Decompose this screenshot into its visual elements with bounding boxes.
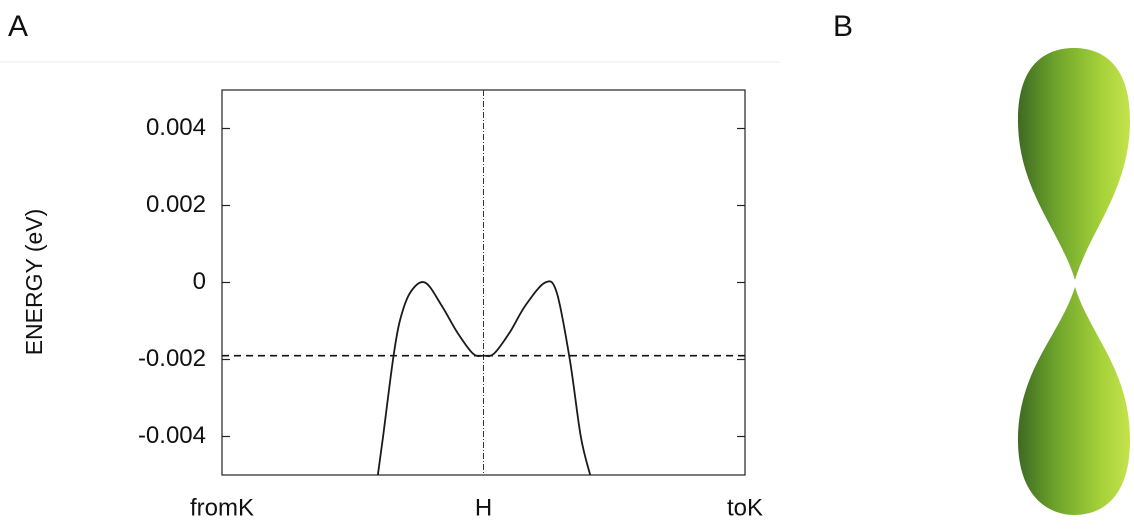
panel-label: B (833, 10, 853, 43)
orbital-lobe (1018, 287, 1130, 515)
y-axis-label: ENERGY (eV) (21, 209, 47, 356)
orbital-lobe (1018, 48, 1130, 280)
y-tick-label: 0.004 (146, 114, 206, 141)
y-tick-label: -0.002 (138, 345, 206, 372)
y-tick-label: -0.004 (138, 422, 206, 449)
band-curve (376, 280, 592, 476)
y-tick-label: 0 (193, 268, 206, 295)
orbital-illustration (1018, 48, 1130, 515)
panel-label: A (8, 10, 28, 43)
x-tick-label: H (475, 494, 492, 521)
x-tick-label: toK (727, 494, 763, 521)
x-tick-label: fromK (190, 494, 254, 521)
y-tick-label: 0.002 (146, 191, 206, 218)
